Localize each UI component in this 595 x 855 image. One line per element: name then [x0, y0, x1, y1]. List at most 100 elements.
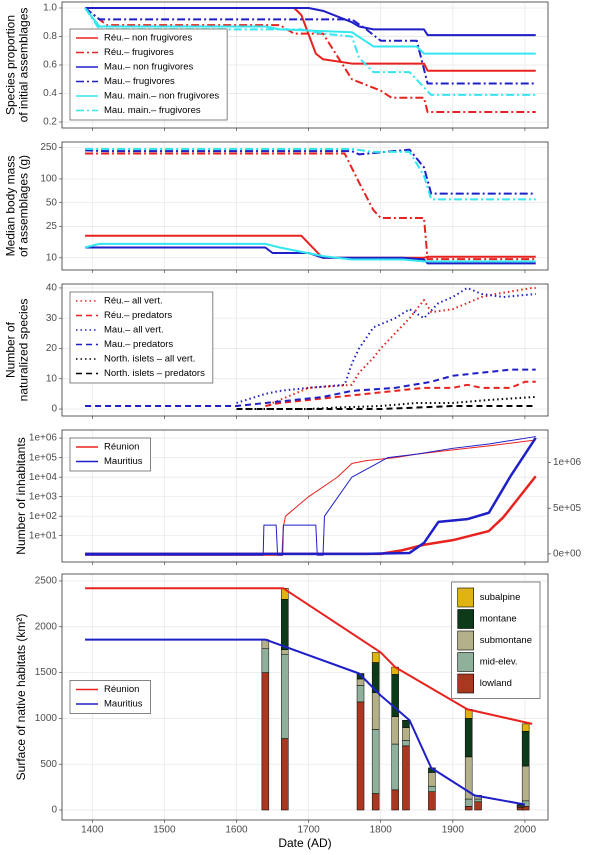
legend-label: Réu.– predators — [104, 310, 172, 321]
y-tick-label: 2000 — [35, 621, 58, 632]
legend-label: Mau.– predators — [104, 339, 173, 350]
x-tick-label: 2000 — [514, 825, 537, 836]
bar-segment — [474, 801, 482, 811]
legend-swatch — [457, 673, 475, 694]
series-line — [85, 587, 533, 725]
y-tick-label: 1e+04 — [29, 472, 58, 483]
x-tick-label: 1500 — [153, 825, 176, 836]
panel-border — [61, 141, 549, 271]
legend-box — [69, 291, 214, 384]
legend-label: montane — [480, 614, 517, 625]
bar-segment — [281, 738, 289, 811]
series-line — [85, 152, 536, 261]
bar-segment — [371, 692, 380, 730]
legend: Réu.– non frugivores Réu.– frugivores Mau.… — [69, 28, 228, 121]
panel-border — [61, 283, 549, 417]
bar-segment — [391, 716, 399, 745]
series-line — [85, 6, 536, 72]
x-tick-label: 1700 — [297, 825, 320, 836]
series-line — [84, 7, 536, 114]
y-axis-title: naturalized species — [17, 299, 31, 402]
panel-border — [61, 1, 549, 129]
y-tick-label: 500 — [40, 759, 57, 770]
bar-segment — [428, 791, 436, 811]
bar-segment — [261, 672, 270, 811]
series-line — [84, 7, 536, 85]
series-line — [236, 286, 536, 404]
y-tick-label: 0.8 — [43, 31, 57, 42]
legend-label: Réunion — [104, 442, 139, 453]
legend-box — [69, 437, 151, 472]
series-line — [84, 7, 536, 96]
y-tick-label: 20 — [46, 343, 58, 354]
series-line — [85, 638, 526, 806]
panel-border — [61, 573, 549, 821]
y-tick-label: 1500 — [35, 667, 58, 678]
bar-segment — [371, 793, 380, 811]
bar-segment — [464, 806, 473, 811]
series-line — [265, 380, 536, 407]
y-tick-label: 2500 — [35, 576, 58, 587]
series-line — [85, 437, 537, 556]
y-tick-label: 0 — [51, 404, 57, 415]
x-tick-label: 1900 — [442, 825, 465, 836]
bar-segment — [391, 789, 399, 811]
bar-segment — [371, 652, 380, 663]
bar-segment — [281, 654, 289, 739]
legend-label: Réunion — [104, 684, 139, 695]
legend-label: Mau.– non frugivores — [104, 62, 193, 73]
bar-segment — [402, 745, 410, 811]
series-line — [85, 368, 536, 408]
series-line — [236, 395, 536, 411]
y-axis-title: Surface of native habitats (km²) — [14, 614, 28, 781]
bar-segment — [521, 765, 530, 802]
legend-label: submontane — [480, 635, 532, 646]
y-tick-label: 0 — [51, 805, 57, 816]
legend-swatch — [457, 652, 475, 672]
y-tick-label: 40 — [46, 283, 58, 294]
bar-segment — [356, 678, 365, 686]
legend-label: mid-elev. — [480, 657, 518, 668]
legend-swatch — [457, 630, 475, 651]
y-axis-title: of assemblages (g) — [17, 155, 31, 257]
bar-segment — [474, 798, 482, 803]
legend-label: Mauritius — [104, 699, 143, 710]
y-tick-label: 1000 — [35, 713, 58, 724]
y-tick-label: 1e+03 — [29, 491, 58, 502]
y-axis-title: Species proportion — [4, 15, 18, 115]
legend-label: Mau.– all vert. — [104, 325, 164, 336]
legend-label: North. islets – predators — [104, 368, 205, 379]
bar-segment — [356, 701, 365, 811]
bar-segment — [464, 798, 473, 807]
series-line — [85, 436, 536, 556]
y-tick-label: 10 — [46, 373, 58, 384]
bar-segment — [402, 719, 410, 728]
y-tick-label: 1e+02 — [29, 511, 58, 522]
y-tick-label: 0.2 — [43, 117, 57, 128]
legend-label: Réu.– non frugivores — [104, 33, 192, 44]
y-axis-title: Number of — [4, 321, 18, 378]
series-line — [84, 7, 536, 55]
y-axis-title: Number of inhabitants — [14, 437, 28, 554]
y-tick-label: 1.0 — [43, 3, 57, 14]
bar-segment — [428, 785, 436, 792]
legend: Réunion Mauritius — [69, 437, 151, 472]
x-tick-label: 1400 — [81, 825, 104, 836]
legend-label: Réu.– all vert. — [104, 296, 163, 307]
legend-label: Mau. main.– non frugivores — [104, 91, 219, 102]
y2-tick-label: 5e+05 — [553, 503, 582, 514]
y-tick-label: 50 — [46, 197, 58, 208]
bar-segment — [521, 723, 530, 732]
legend-label: lowland — [480, 678, 512, 689]
y-axis-title: Median body mass — [4, 156, 18, 257]
legend-label: Réu.– frugivores — [104, 47, 174, 58]
y-tick-label: 250 — [40, 142, 57, 153]
y-tick-label: 1e+01 — [29, 530, 58, 541]
bar-segment — [356, 685, 365, 703]
bar-segment — [428, 772, 436, 787]
series-line — [85, 147, 536, 201]
y-tick-label: 10 — [46, 252, 58, 263]
bar-segment — [281, 599, 289, 650]
